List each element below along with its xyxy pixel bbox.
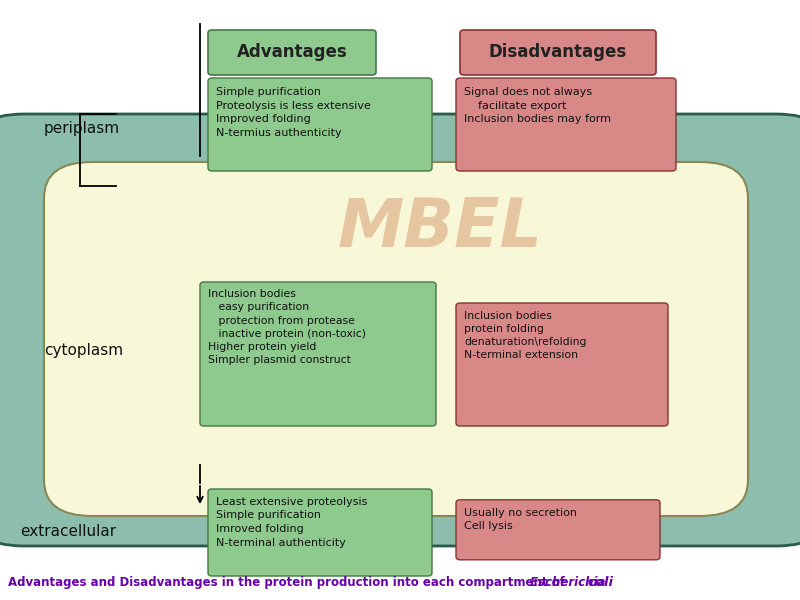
FancyBboxPatch shape: [208, 30, 376, 75]
Text: periplasm: periplasm: [44, 121, 120, 136]
FancyBboxPatch shape: [44, 162, 748, 516]
Text: Escherichia: Escherichia: [530, 576, 610, 589]
FancyBboxPatch shape: [208, 78, 432, 171]
Text: Inclusion bodies
   easy purification
   protection from protease
   inactive pr: Inclusion bodies easy purification prote…: [208, 289, 366, 365]
Text: Usually no secretion
Cell lysis: Usually no secretion Cell lysis: [464, 508, 577, 531]
Text: coli: coli: [588, 576, 614, 589]
Text: Advantages: Advantages: [237, 43, 347, 61]
Text: cytoplasm: cytoplasm: [44, 343, 123, 358]
FancyBboxPatch shape: [208, 489, 432, 576]
FancyBboxPatch shape: [0, 114, 800, 546]
Text: Least extensive proteolysis
Simple purification
Imroved folding
N-terminal authe: Least extensive proteolysis Simple purif…: [216, 497, 367, 548]
Text: Disadvantages: Disadvantages: [489, 43, 626, 61]
Text: Signal does not always
    facilitate export
Inclusion bodies may form: Signal does not always facilitate export…: [464, 87, 611, 124]
Text: extracellular: extracellular: [20, 523, 116, 539]
Text: Simple purification
Proteolysis is less extensive
Improved folding
N-termius aut: Simple purification Proteolysis is less …: [216, 87, 371, 138]
FancyBboxPatch shape: [456, 303, 668, 426]
FancyBboxPatch shape: [200, 282, 436, 426]
Text: MBEL: MBEL: [338, 195, 542, 261]
FancyBboxPatch shape: [460, 30, 656, 75]
Text: Advantages and Disadvantages in the protein production into each compartment of: Advantages and Disadvantages in the prot…: [8, 576, 569, 589]
FancyBboxPatch shape: [456, 500, 660, 560]
Text: Inclusion bodies
protein folding
denaturation\refolding
N-terminal extension: Inclusion bodies protein folding denatur…: [464, 311, 586, 361]
FancyBboxPatch shape: [456, 78, 676, 171]
